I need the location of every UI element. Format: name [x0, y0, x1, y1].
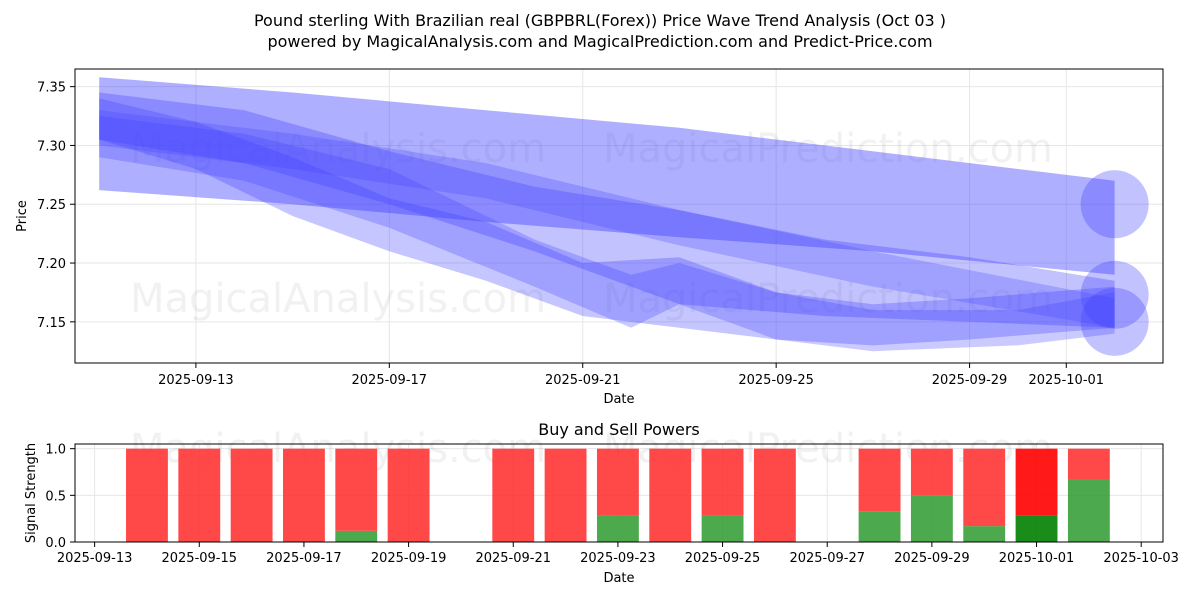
- buy-power-bar: [858, 511, 901, 542]
- sell-power-bar: [283, 448, 325, 542]
- chart-title-line1: Pound sterling With Brazilian real (GBPB…: [254, 11, 946, 30]
- forecast-end-marker: [1080, 170, 1149, 239]
- price-x-tick-label: 2025-09-25: [738, 373, 814, 388]
- signal-y-tick-label: 1.0: [45, 443, 66, 458]
- sell-power-bar: [387, 448, 430, 542]
- sell-power-bar: [544, 448, 587, 542]
- buy-power-bar: [910, 495, 953, 542]
- wave-band-wave-band-d: [99, 110, 1115, 328]
- sell-power-bar: [335, 448, 378, 531]
- price-x-tick-label: 2025-09-29: [932, 373, 1008, 388]
- signal-x-tick-label: 2025-09-29: [894, 551, 970, 566]
- price-x-tick-label: 2025-09-17: [352, 373, 428, 388]
- signal-y-ticks: 0.0 0.5 1.0: [45, 443, 75, 551]
- sell-power-bar: [492, 448, 535, 542]
- sell-power-bar: [753, 448, 796, 542]
- sell-power-bar: [1067, 448, 1110, 480]
- signal-x-tick-label: 2025-09-17: [266, 551, 342, 566]
- sell-power-bar: [649, 448, 692, 542]
- wave-band-wave-band-a: [99, 92, 1115, 328]
- wave-band-wave-band-b: [99, 98, 1115, 346]
- buy-power-bar: [701, 515, 744, 542]
- watermark-analysis-top: MagicalAnalysis.com: [130, 126, 546, 172]
- signal-y-tick-label: 0.0: [45, 536, 66, 551]
- signal-x-tick-label: 2025-09-15: [161, 551, 237, 566]
- price-x-tick-label: 2025-09-21: [545, 373, 621, 388]
- price-y-tick-label: 7.20: [37, 257, 66, 272]
- signal-x-tick-label: 2025-09-19: [371, 551, 447, 566]
- watermark-analysis-mid: MagicalAnalysis.com: [130, 276, 546, 322]
- price-y-tick-label: 7.35: [37, 81, 66, 96]
- price-grid: [75, 69, 1163, 363]
- signal-x-tick-label: 2025-09-23: [580, 551, 656, 566]
- forecast-end-marker: [1080, 260, 1149, 329]
- price-x-ticks: 2025-09-13 2025-09-17 2025-09-21 2025-09-25…: [158, 363, 1104, 388]
- signal-y-axis-label: Signal Strength: [24, 443, 39, 543]
- buy-power-bar: [1067, 479, 1110, 542]
- price-plot-background: [75, 69, 1163, 363]
- price-y-axis-label: Price: [15, 200, 30, 232]
- forecast-end-marker: [1080, 287, 1149, 356]
- sell-power-bar: [963, 448, 1006, 527]
- wave-band-wave-band-c: [99, 116, 1115, 352]
- signal-x-tick-label: 2025-09-25: [685, 551, 761, 566]
- buy-power-bar: [1015, 515, 1058, 542]
- price-chart-panel: MagicalAnalysis.com MagicalPrediction.co…: [15, 68, 1164, 407]
- signal-bars: [126, 448, 1110, 542]
- price-x-axis-label: Date: [603, 392, 634, 407]
- sell-power-bar: [126, 448, 168, 542]
- price-y-tick-label: 7.15: [37, 316, 66, 331]
- watermark-prediction-top: MagicalPrediction.com: [603, 126, 1053, 172]
- signal-x-tick-label: 2025-10-03: [1103, 551, 1179, 566]
- signal-x-axis-label: Date: [603, 571, 634, 586]
- sell-power-bar: [178, 448, 221, 542]
- signal-y-tick-label: 0.5: [45, 489, 66, 504]
- sell-power-bar: [910, 448, 953, 496]
- price-plot-frame: [74, 68, 1164, 364]
- wave-band-upper-trend-band: [99, 77, 1115, 275]
- signal-x-ticks: 2025-09-13 2025-09-15 2025-09-17 2025-09-19…: [57, 542, 1179, 566]
- chart-title-line2: powered by MagicalAnalysis.com and Magic…: [267, 32, 932, 51]
- sell-power-bar: [701, 448, 744, 516]
- sell-power-bar: [1015, 448, 1058, 516]
- sell-power-bar: [230, 448, 273, 542]
- price-watermarks: MagicalAnalysis.com MagicalPrediction.co…: [130, 126, 1053, 322]
- sell-power-bar: [858, 448, 901, 512]
- price-x-tick-label: 2025-09-13: [158, 373, 234, 388]
- signal-x-tick-label: 2025-09-27: [789, 551, 865, 566]
- signal-x-tick-label: 2025-09-13: [57, 551, 133, 566]
- price-y-ticks: 7.15 7.20 7.25 7.30 7.35: [37, 81, 75, 331]
- signal-x-tick-label: 2025-10-01: [999, 551, 1075, 566]
- buy-power-bar: [335, 530, 378, 542]
- price-x-tick-label: 2025-10-01: [1029, 373, 1105, 388]
- watermark-prediction-mid: MagicalPrediction.com: [603, 276, 1053, 322]
- signal-plot-frame: [74, 443, 1164, 543]
- sell-power-bar: [596, 448, 639, 516]
- buy-power-bar: [596, 515, 639, 542]
- price-wave-bands: [99, 77, 1149, 356]
- price-y-tick-label: 7.30: [37, 139, 66, 154]
- buy-power-bar: [963, 526, 1006, 542]
- signal-x-tick-label: 2025-09-21: [475, 551, 551, 566]
- signal-chart-title: Buy and Sell Powers: [538, 420, 700, 439]
- price-y-tick-label: 7.25: [37, 198, 66, 213]
- signal-chart-panel: Buy and Sell Powers MagicalAnalysis.com …: [24, 420, 1179, 586]
